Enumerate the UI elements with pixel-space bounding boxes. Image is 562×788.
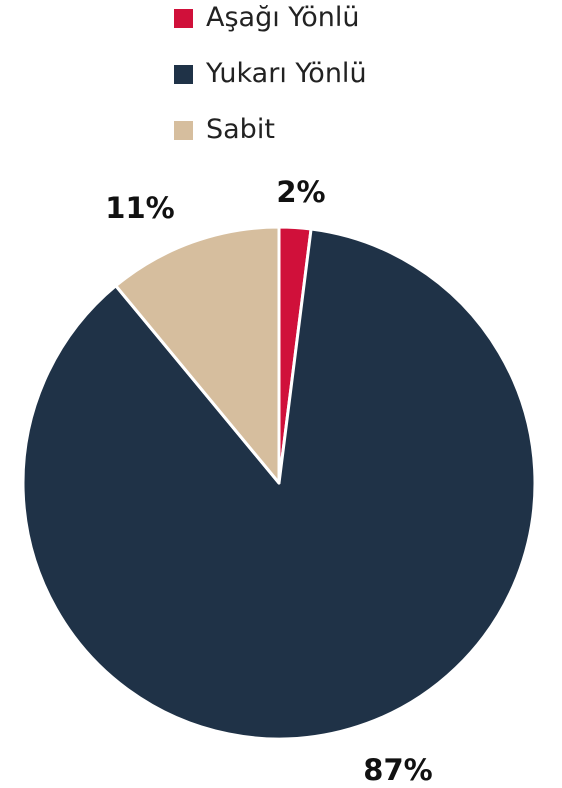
legend-label-yukari-yonlu: Yukarı Yönlü xyxy=(206,58,367,89)
legend-item-sabit: Sabit xyxy=(174,112,474,168)
pie-value-labels: 2% 87% 11% xyxy=(105,175,432,787)
chart-legend: Aşağı Yönlü Yukarı Yönlü Sabit xyxy=(174,0,474,168)
pie-label-yukari-yonlu: 87% xyxy=(363,753,432,787)
pie-label-sabit: 11% xyxy=(105,191,174,225)
legend-item-asagi-yonlu: Aşağı Yönlü xyxy=(174,0,474,56)
legend-item-yukari-yonlu: Yukarı Yönlü xyxy=(174,56,474,112)
legend-label-asagi-yonlu: Aşağı Yönlü xyxy=(206,2,360,33)
pie-slice-sabit xyxy=(114,225,281,485)
legend-label-sabit: Sabit xyxy=(206,114,275,145)
legend-swatch-yukari-yonlu xyxy=(174,65,193,84)
legend-swatch-asagi-yonlu xyxy=(174,9,193,28)
pie-label-asagi-yonlu: 2% xyxy=(276,175,325,209)
pie-slices xyxy=(21,225,537,741)
legend-swatch-sabit xyxy=(174,121,193,140)
